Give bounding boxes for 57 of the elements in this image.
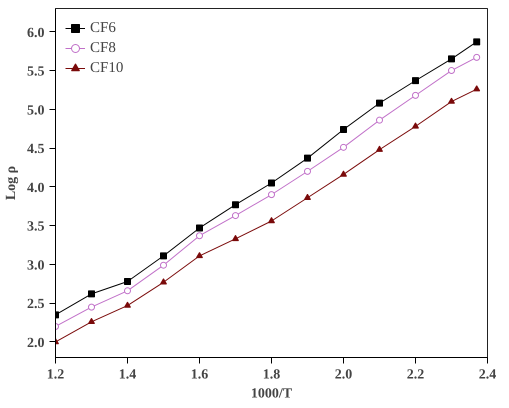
x-tick-label: 1.4 [118, 368, 136, 382]
point [196, 252, 203, 258]
legend-label: CF6 [90, 20, 116, 36]
point [88, 304, 95, 311]
point [412, 77, 419, 84]
point [412, 122, 419, 129]
point [376, 146, 383, 152]
y-tick-label: 4.5 [27, 142, 44, 158]
y-tick-label: 5.0 [27, 103, 44, 118]
x-tick-label: 1.2 [46, 368, 64, 382]
point [268, 191, 275, 198]
point [412, 92, 419, 99]
point [304, 194, 311, 200]
point [340, 126, 347, 133]
point [340, 170, 347, 177]
y-tick-label: 2.5 [27, 297, 44, 312]
point [448, 55, 455, 62]
x-tick-label: 2.4 [478, 368, 496, 382]
point [376, 116, 383, 124]
y-tick-label: 6.0 [27, 26, 44, 41]
y-axis-title: Log ρ [4, 166, 19, 200]
point [448, 98, 455, 104]
point [268, 217, 275, 224]
x-axis-title: 1000/T [250, 386, 293, 402]
y-tick-label: 5.5 [27, 64, 44, 80]
point [473, 38, 480, 46]
x-tick-label: 2.0 [334, 368, 352, 382]
point [160, 252, 167, 260]
point [160, 278, 167, 285]
point [304, 168, 311, 175]
point [88, 318, 95, 324]
point [473, 54, 480, 61]
x-tick-label: 2.2 [406, 368, 424, 382]
point [88, 290, 95, 298]
point [232, 212, 239, 220]
y-tick-label: 2.0 [27, 336, 44, 351]
point [124, 278, 131, 285]
point [160, 262, 167, 269]
y-tick-label: 3.5 [27, 220, 44, 235]
point [232, 201, 239, 208]
point [376, 100, 383, 107]
x-tick-label: 1.8 [262, 368, 280, 382]
point [448, 67, 455, 74]
x-tick-label: 1.6 [190, 368, 208, 382]
point [124, 287, 131, 294]
y-tick-label: 4.0 [27, 180, 44, 196]
point [124, 302, 131, 308]
point [196, 224, 203, 232]
point [473, 85, 480, 92]
point [304, 154, 311, 162]
legend-label: CF8 [90, 40, 116, 56]
legend-label: CF10 [90, 60, 124, 76]
point [268, 180, 275, 186]
point [340, 144, 347, 151]
y-tick-label: 3.0 [27, 258, 44, 274]
point [232, 234, 239, 242]
point [196, 232, 203, 240]
